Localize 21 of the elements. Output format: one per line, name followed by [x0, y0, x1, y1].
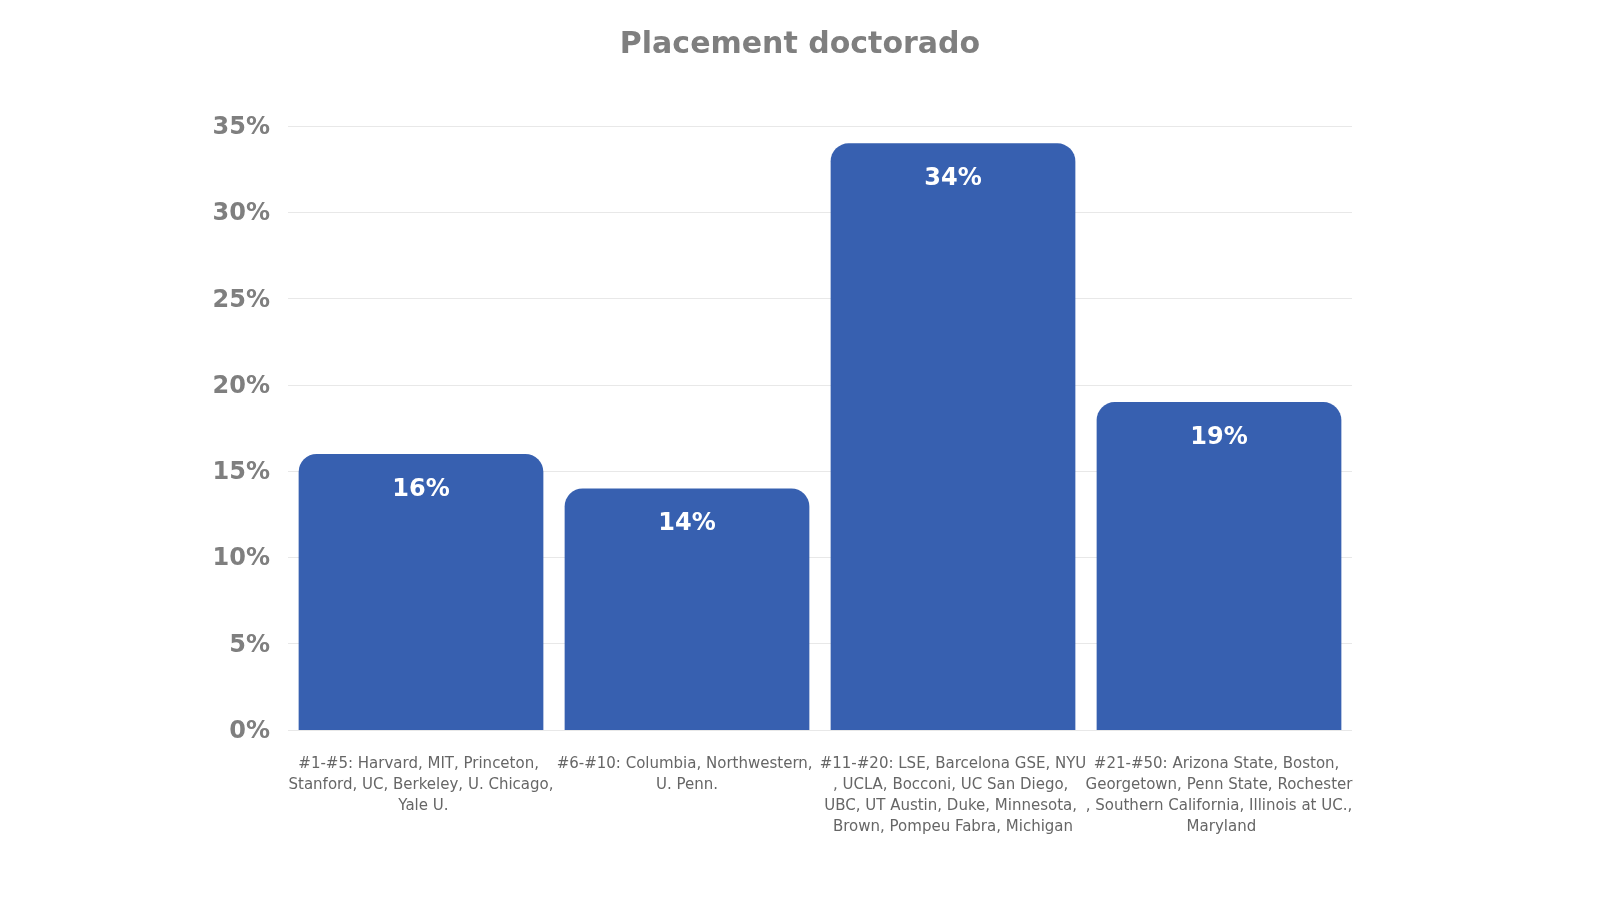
y-tick-label: 0% [229, 716, 270, 744]
bar [564, 488, 810, 730]
bar [1096, 402, 1342, 730]
y-tick-label: 25% [212, 284, 270, 313]
y-tick-label: 35% [212, 112, 270, 140]
y-tick-label: 15% [212, 457, 270, 486]
x-tick-label: #6-#10: Columbia, Northwestern, U. Penn. [556, 753, 818, 793]
y-tick-label: 10% [212, 543, 270, 572]
y-tick-label: 20% [212, 370, 270, 399]
y-tick-label: 30% [212, 198, 270, 227]
x-tick-label: #21-#50: Arizona State, Boston, Georgetown, Penn State, Rochester, Southern California, Illinois at UC., Maryland [1085, 753, 1354, 835]
data-label: 14% [658, 508, 716, 537]
data-label: 34% [924, 163, 982, 192]
x-tick-label: #11-#20: LSE, Barcelona GSE, NYU, UCLA, Bocconi, UC San Diego, UBC, UT Austin, Duke, Minnesota, Brown, Pompeu Fabra, Michigan [819, 753, 1087, 835]
bar [830, 143, 1076, 730]
chart-title: Placement doctorado [619, 24, 981, 60]
data-label: 16% [392, 473, 450, 502]
y-tick-label: 5% [229, 629, 270, 658]
x-tick-label: #1-#5: Harvard, MIT, Princeton, Stanford, UC, Berkeley, U. Chicago, Yale U. [288, 753, 554, 814]
data-label: 19% [1190, 422, 1248, 451]
bar [298, 453, 544, 730]
